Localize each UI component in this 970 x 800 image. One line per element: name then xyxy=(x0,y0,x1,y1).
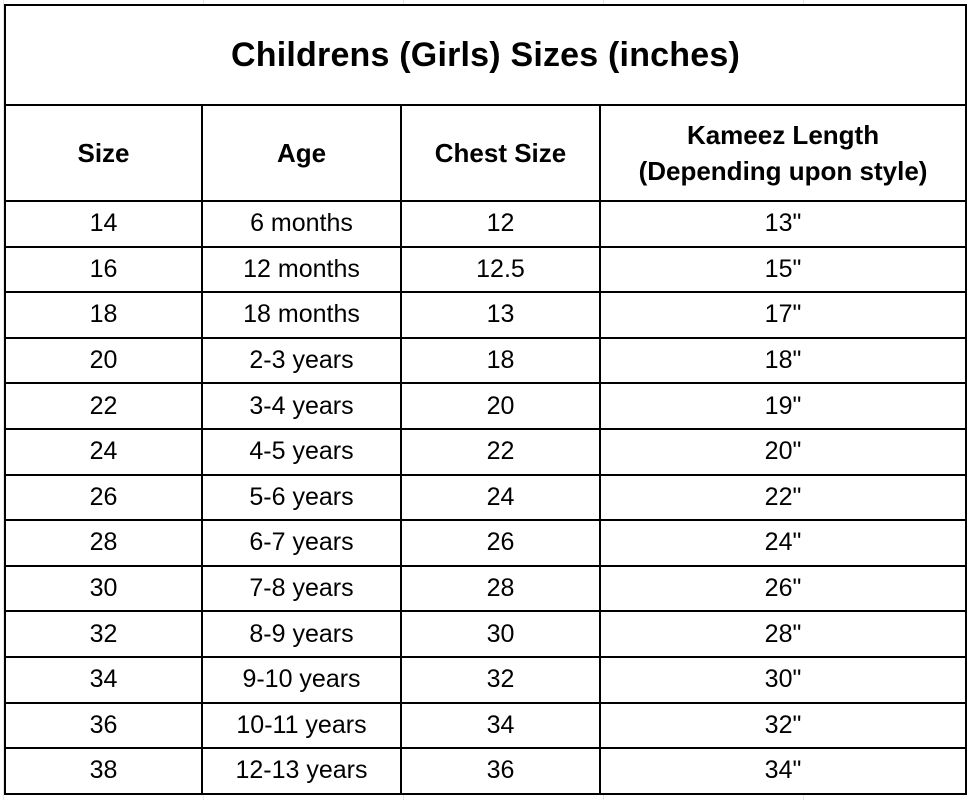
cell-age: 10-11 years xyxy=(201,701,402,750)
cell-kameez-length: 15" xyxy=(598,245,968,294)
table-row: 34 9-10 years 32 30" xyxy=(4,655,968,704)
cell-kameez-length: 24" xyxy=(598,519,968,567)
cell-age: 4-5 years xyxy=(201,427,402,476)
cell-chest-size: 12.5 xyxy=(400,245,601,294)
table-row: 14 6 months 12 13" xyxy=(4,200,968,248)
cell-chest-size: 18 xyxy=(400,336,601,385)
cell-age: 3-4 years xyxy=(201,382,402,430)
table-row: 20 2-3 years 18 18" xyxy=(4,336,968,385)
cell-size: 32 xyxy=(4,610,203,658)
size-chart-table: Childrens (Girls) Sizes (inches) Size Ag… xyxy=(3,4,968,795)
cell-chest-size: 26 xyxy=(400,519,601,567)
cell-kameez-length: 30" xyxy=(598,655,968,704)
cell-kameez-length: 34" xyxy=(598,747,968,795)
cell-chest-size: 24 xyxy=(400,473,601,522)
size-chart-body: Childrens (Girls) Sizes (inches) Size Ag… xyxy=(3,4,968,795)
table-row: 22 3-4 years 20 19" xyxy=(4,382,968,430)
cell-size: 30 xyxy=(4,564,203,613)
cell-kameez-length: 32" xyxy=(598,701,968,750)
cell-kameez-length: 19" xyxy=(598,382,968,430)
cell-chest-size: 12 xyxy=(400,200,601,248)
cell-size: 28 xyxy=(4,519,203,567)
cell-age: 9-10 years xyxy=(201,655,402,704)
cell-kameez-length: 28" xyxy=(598,610,968,658)
table-row: 28 6-7 years 26 24" xyxy=(4,519,968,567)
title-row: Childrens (Girls) Sizes (inches) xyxy=(3,4,968,106)
table-row: 32 8-9 years 30 28" xyxy=(4,610,968,658)
cell-chest-size: 34 xyxy=(400,701,601,750)
cell-age: 5-6 years xyxy=(201,473,402,522)
header-kameez-length: Kameez Length (Depending upon style) xyxy=(598,104,968,202)
header-kameez-length-line2: (Depending upon style) xyxy=(638,156,928,186)
cell-age: 7-8 years xyxy=(201,564,402,613)
cell-chest-size: 13 xyxy=(400,291,601,339)
cell-size: 38 xyxy=(4,747,203,795)
cell-age: 6 months xyxy=(201,200,402,248)
cell-size: 16 xyxy=(4,245,203,294)
cell-kameez-length: 26" xyxy=(598,564,968,613)
header-chest-size: Chest Size xyxy=(400,104,601,202)
cell-kameez-length: 17" xyxy=(598,291,968,339)
header-age: Age xyxy=(201,104,402,202)
cell-chest-size: 32 xyxy=(400,655,601,704)
cell-age: 12-13 years xyxy=(201,747,402,795)
cell-chest-size: 28 xyxy=(400,564,601,613)
cell-size: 14 xyxy=(4,200,203,248)
cell-chest-size: 36 xyxy=(400,747,601,795)
cell-chest-size: 20 xyxy=(400,382,601,430)
table-row: 30 7-8 years 28 26" xyxy=(4,564,968,613)
cell-age: 8-9 years xyxy=(201,610,402,658)
cell-chest-size: 30 xyxy=(400,610,601,658)
header-size: Size xyxy=(4,104,203,202)
table-row: 24 4-5 years 22 20" xyxy=(4,427,968,476)
table-row: 38 12-13 years 36 34" xyxy=(4,747,968,795)
cell-size: 20 xyxy=(4,336,203,385)
cell-size: 24 xyxy=(4,427,203,476)
cell-age: 18 months xyxy=(201,291,402,339)
table-row: 26 5-6 years 24 22" xyxy=(4,473,968,522)
header-kameez-length-line1: Kameez Length xyxy=(686,120,880,150)
cell-size: 36 xyxy=(4,701,203,750)
cell-age: 12 months xyxy=(201,245,402,294)
cell-size: 34 xyxy=(4,655,203,704)
cell-age: 6-7 years xyxy=(201,519,402,567)
header-row: Size Age Chest Size Kameez Length (Depen… xyxy=(4,104,968,202)
cell-kameez-length: 18" xyxy=(598,336,968,385)
table-row: 18 18 months 13 17" xyxy=(4,291,968,339)
table-row: 16 12 months 12.5 15" xyxy=(4,245,968,294)
cell-size: 22 xyxy=(4,382,203,430)
cell-kameez-length: 13" xyxy=(598,200,968,248)
cell-kameez-length: 20" xyxy=(598,427,968,476)
table-row: 36 10-11 years 34 32" xyxy=(4,701,968,750)
table-title: Childrens (Girls) Sizes (inches) xyxy=(3,4,968,106)
cell-size: 26 xyxy=(4,473,203,522)
cell-kameez-length: 22" xyxy=(598,473,968,522)
cell-chest-size: 22 xyxy=(400,427,601,476)
cell-age: 2-3 years xyxy=(201,336,402,385)
cell-size: 18 xyxy=(4,291,203,339)
